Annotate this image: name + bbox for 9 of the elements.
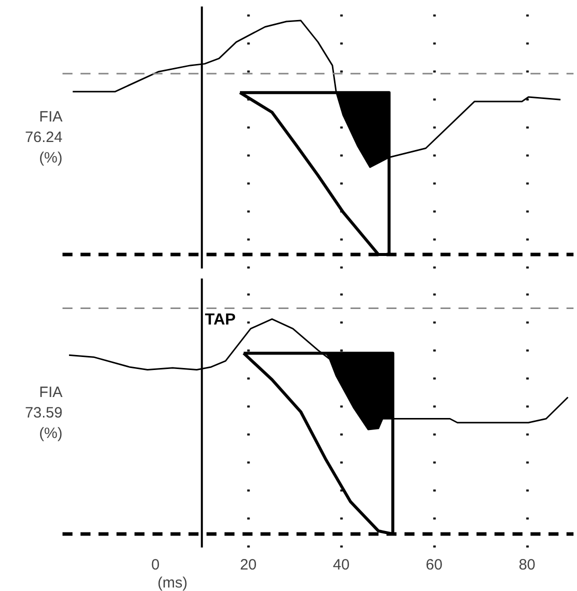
x-axis-title: (ms) — [158, 574, 188, 591]
x-tick-label: 60 — [426, 556, 442, 574]
x-tick-label: 20 — [240, 556, 257, 574]
y-axis-title: FIA 73.59 (%) — [24, 384, 63, 442]
x-tick-label: 0 — [151, 556, 160, 574]
x-tick-label: 40 — [332, 556, 350, 574]
annotation: TAP — [204, 311, 236, 328]
x-tick-label: 80 — [518, 556, 536, 574]
y-axis-title: FIA 76.24 (%) — [24, 108, 63, 166]
